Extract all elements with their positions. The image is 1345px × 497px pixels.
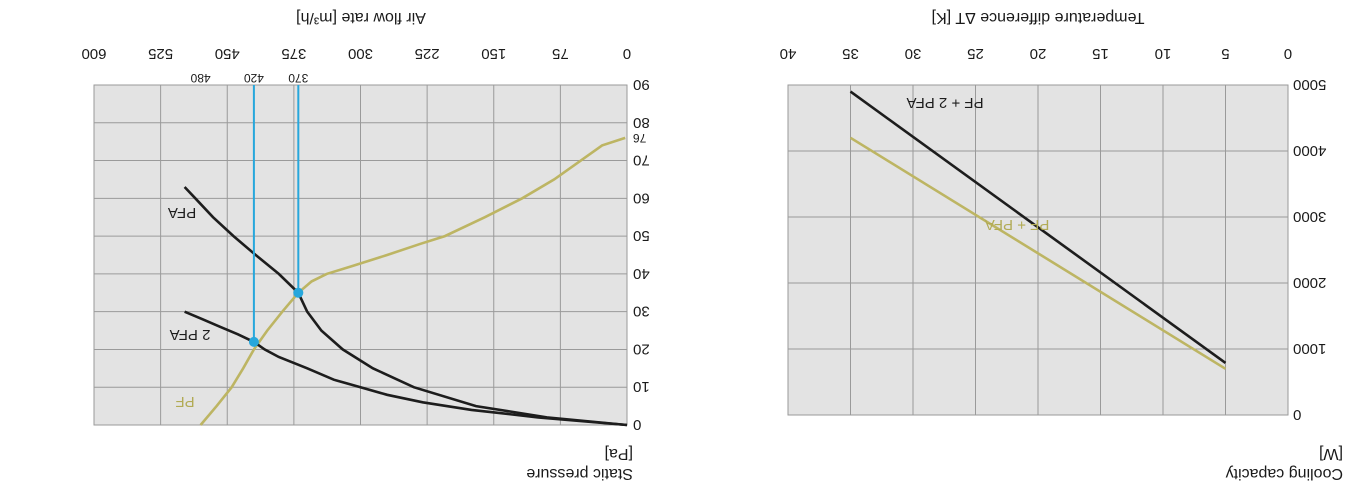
y-tick-label: 20 (1030, 45, 1047, 62)
cooling-capacity-axis-title-line2: [W] (1319, 445, 1343, 462)
operating-point-flow-label: 370 (288, 71, 308, 85)
x-tick-label: 30 (633, 303, 650, 320)
x-tick-label: 0 (633, 416, 641, 433)
air-flow-rate-ticks: 0 75 150 225 300 375 450 525 600 (81, 45, 631, 62)
y-tick-label: 30 (905, 45, 922, 62)
static-pressure-axis-title-line1: Static pressure (526, 465, 633, 482)
temperature-difference-axis-title: Temperature difference ΔT [K] (932, 9, 1145, 26)
y-tick-label: 300 (348, 45, 373, 62)
series-label: PF (175, 393, 194, 410)
y-tick-label: 5 (1221, 45, 1229, 62)
airflow-series: PF PFA 2 PFA (168, 136, 628, 427)
y-tick-label: 25 (967, 45, 984, 62)
x-tick-label: 10 (633, 378, 650, 395)
series-label: PFA (168, 204, 196, 221)
y-tick-label: 450 (215, 45, 240, 62)
operating-points: 420 370 480 76 (190, 71, 646, 347)
cooling-capacity-chart: 0 1000 2000 3000 4000 5000 0 5 10 15 20 25 30 35 40 P… (780, 9, 1343, 482)
airflow-grid (94, 85, 627, 425)
y-tick-label: 600 (81, 45, 106, 62)
max-flow-tick-label: 480 (190, 71, 210, 85)
series-label: PF + 2 PFA (906, 94, 983, 111)
series-line-pf-pfa (849, 136, 1227, 370)
y-tick-label: 375 (281, 45, 306, 62)
air-flow-chart: 0 10 20 30 40 50 60 70 80 90 0 75 150 225 300 375 450 52… (81, 9, 649, 482)
x-tick-label: 3000 (1293, 208, 1326, 225)
series-label: 2 PFA (170, 326, 211, 343)
y-tick-label: 40 (780, 45, 797, 62)
cooling-capacity-axis-title-line1: Cooling capacity (1226, 465, 1343, 482)
y-tick-label: 75 (552, 45, 569, 62)
operating-point-marker (248, 336, 259, 347)
y-tick-label: 225 (415, 45, 440, 62)
x-tick-label: 4000 (1293, 142, 1326, 159)
x-tick-label: 20 (633, 340, 650, 357)
y-tick-label: 10 (1155, 45, 1172, 62)
series-line-pf (199, 136, 626, 426)
x-tick-label: 60 (633, 189, 650, 206)
x-tick-label: 0 (1293, 406, 1301, 423)
cooling-capacity-ticks: 0 1000 2000 3000 4000 5000 (1293, 76, 1326, 423)
operating-point-flow-label: 420 (244, 71, 264, 85)
x-tick-label: 80 (633, 114, 650, 131)
operating-point-marker (293, 287, 304, 298)
series-line-pfa (183, 186, 628, 427)
x-tick-label: 1000 (1293, 340, 1326, 357)
y-tick-label: 35 (842, 45, 859, 62)
cooling-series: PF + PFA PF + 2 PFA (849, 90, 1227, 370)
y-tick-label: 15 (1092, 45, 1109, 62)
y-tick-label: 0 (623, 45, 631, 62)
static-pressure-axis-title-line2: [Pa] (605, 445, 633, 462)
temperature-difference-ticks: 0 5 10 15 20 25 30 35 40 (780, 45, 1293, 62)
y-tick-label: 150 (481, 45, 506, 62)
x-tick-label: 5000 (1293, 76, 1326, 93)
air-flow-rate-axis-title: Air flow rate [m³/h] (296, 9, 426, 26)
x-tick-label: 70 (633, 152, 650, 169)
x-tick-label: 40 (633, 265, 650, 282)
x-tick-label: 90 (633, 76, 650, 93)
static-pressure-ticks: 0 10 20 30 40 50 60 70 80 90 (633, 76, 650, 433)
x-tick-label: 50 (633, 227, 650, 244)
series-line-pf-2-pfa (849, 90, 1227, 364)
y-tick-label: 0 (1284, 45, 1292, 62)
max-pressure-tick-label: 76 (633, 131, 647, 145)
y-tick-label: 525 (148, 45, 173, 62)
series-label: PF + PFA (985, 216, 1050, 233)
series-line-2-pfa (184, 310, 628, 427)
x-tick-label: 2000 (1293, 274, 1326, 291)
